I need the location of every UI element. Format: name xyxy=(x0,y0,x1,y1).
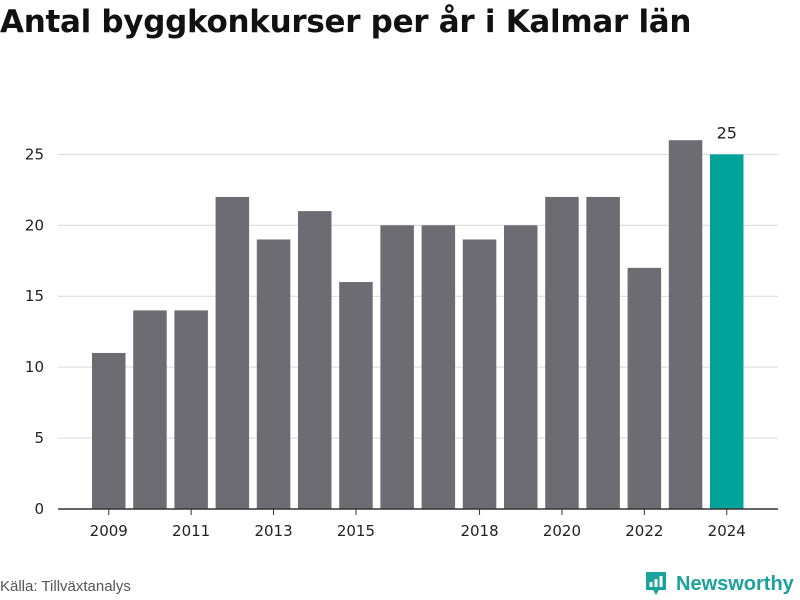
y-tick-label: 20 xyxy=(25,216,44,234)
newsworthy-logo-icon xyxy=(646,572,666,595)
y-tick-label: 5 xyxy=(34,429,44,447)
x-tick-label: 2018 xyxy=(460,522,498,540)
x-tick-label: 2011 xyxy=(172,522,210,540)
y-tick-label: 25 xyxy=(25,145,44,163)
y-tick-label: 15 xyxy=(25,287,44,305)
bar xyxy=(380,225,414,509)
bar xyxy=(256,239,291,509)
x-tick-label: 2024 xyxy=(708,522,746,540)
data-label: 25 xyxy=(717,123,737,142)
bar xyxy=(627,267,662,509)
bar xyxy=(545,196,579,510)
x-tick-label: 2022 xyxy=(625,522,663,540)
y-tick-label: 0 xyxy=(34,500,44,518)
bar xyxy=(215,196,250,510)
x-tick-label: 2015 xyxy=(337,522,375,540)
bar xyxy=(133,310,167,509)
axes xyxy=(58,508,778,515)
bar-chart: 0 5 10 15 20 25 2009 2011 2013 2015 2018 2020 2022 20… xyxy=(25,123,778,540)
bars xyxy=(92,140,744,510)
chart-title: Antal byggkonkurser per år i Kalmar län xyxy=(0,4,692,40)
bar xyxy=(174,310,208,509)
bar xyxy=(504,225,538,509)
y-tick-label: 10 xyxy=(25,358,44,376)
bar xyxy=(339,282,373,509)
brand-name: Newsworthy xyxy=(676,572,794,595)
bar xyxy=(668,140,703,509)
x-tick-label: 2009 xyxy=(90,522,128,540)
bar xyxy=(710,154,744,510)
source-note: Källa: Tillväxtanalys xyxy=(0,578,131,595)
bar xyxy=(462,239,497,509)
x-tick-label: 2020 xyxy=(543,522,581,540)
brand-logo: Newsworthy xyxy=(644,569,794,599)
bar xyxy=(586,196,620,510)
labels: 0 5 10 15 20 25 2009 2011 2013 2015 2018 2020 2022 20… xyxy=(25,123,746,540)
bar xyxy=(298,211,332,509)
x-tick-label: 2013 xyxy=(254,522,292,540)
bar xyxy=(92,352,126,509)
bar xyxy=(421,225,456,509)
